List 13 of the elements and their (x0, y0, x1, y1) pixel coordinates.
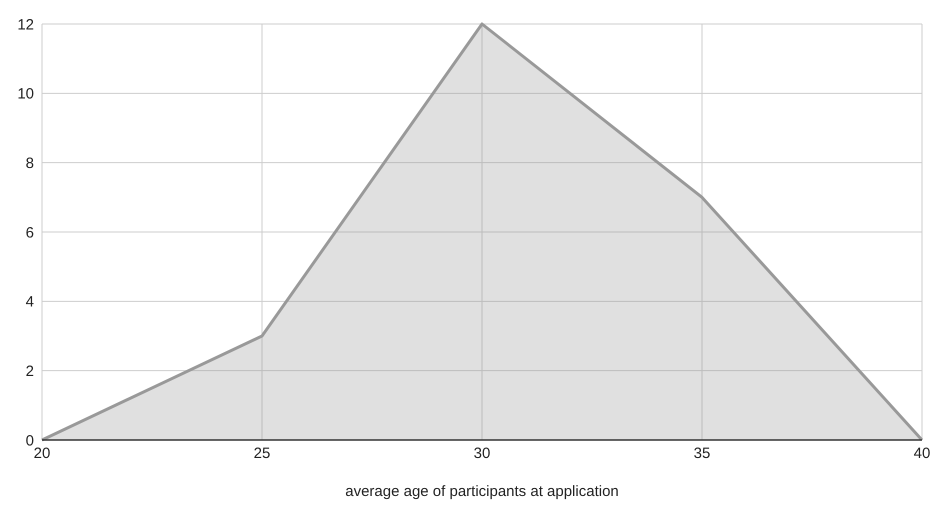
y-tick-label: 6 (26, 224, 34, 242)
y-tick-label: 0 (26, 432, 34, 450)
y-tick-label: 2 (26, 362, 34, 380)
x-tick-label: 40 (914, 445, 930, 462)
y-tick-label: 8 (26, 154, 34, 172)
x-tick-label: 25 (254, 445, 270, 462)
x-tick-label: 35 (694, 445, 710, 462)
y-tick-label: 4 (26, 294, 34, 311)
x-tick-label: 20 (34, 445, 50, 462)
x-axis-title: average age of participants at application (345, 483, 619, 500)
y-tick-label: 12 (17, 16, 34, 34)
x-tick-label: 30 (474, 445, 490, 462)
y-tick-label: 10 (17, 86, 34, 103)
